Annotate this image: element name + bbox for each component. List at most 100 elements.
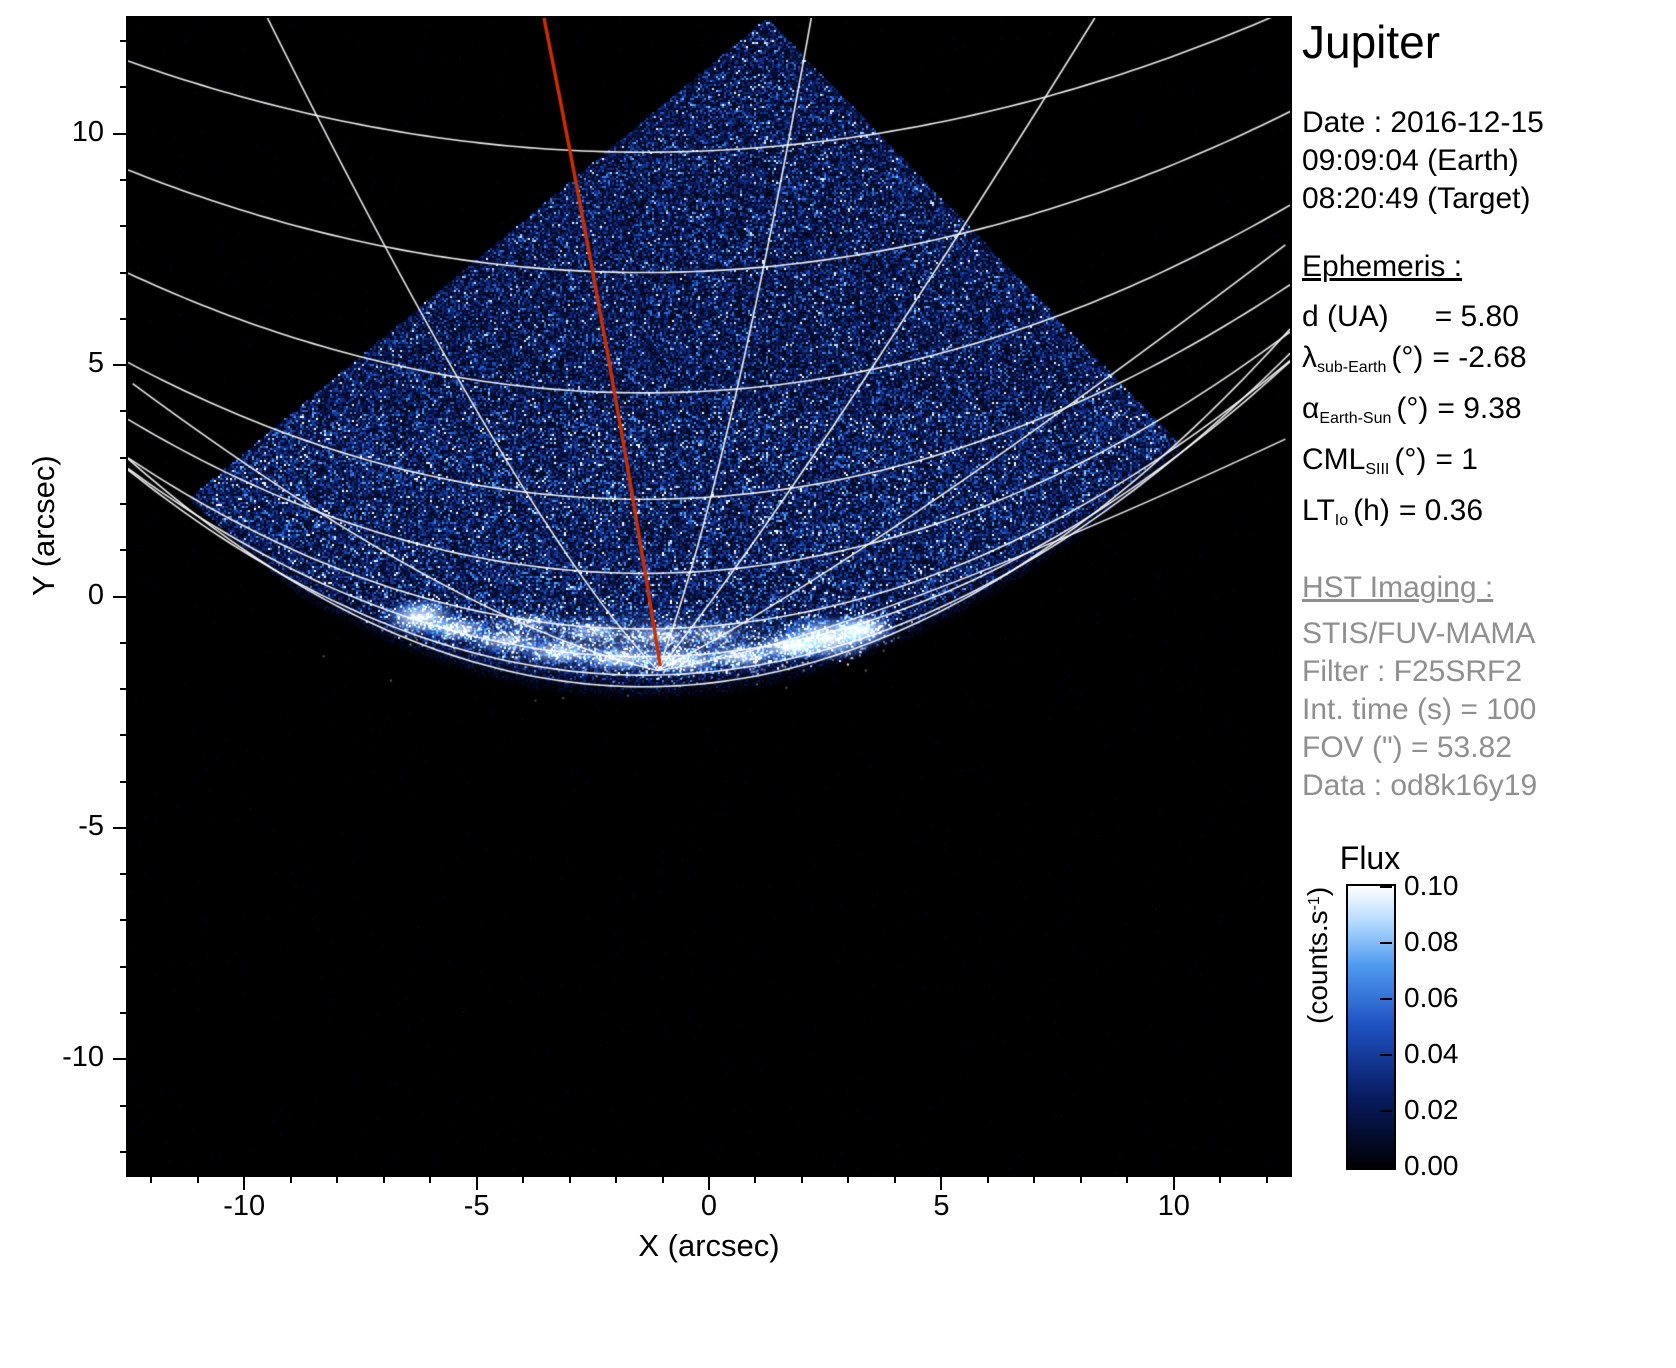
info-panel: Jupiter Date : 2016-12-15 09:09:04 (Eart… xyxy=(1302,16,1674,805)
y-tick-label: -10 xyxy=(0,1041,104,1074)
x-axis-minor-tick xyxy=(615,1177,617,1183)
eph-alpha-unit: (°) xyxy=(1396,392,1428,425)
x-axis-minor-tick xyxy=(662,1177,664,1183)
x-axis-minor-tick xyxy=(754,1177,756,1183)
x-axis-major-tick xyxy=(243,1177,245,1190)
y-axis-minor-tick xyxy=(120,318,126,320)
y-axis-major-tick xyxy=(113,827,126,829)
y-axis-major-tick xyxy=(113,596,126,598)
y-axis-minor-tick xyxy=(120,734,126,736)
y-tick-label: -5 xyxy=(0,810,104,843)
eph-lt-unit: (h) xyxy=(1353,494,1390,527)
eph-cml-unit: (°) xyxy=(1394,443,1426,476)
cb-unit-pre: (counts.s xyxy=(1302,910,1333,1024)
y-axis-major-tick xyxy=(113,133,126,135)
x-axis-minor-tick xyxy=(429,1177,431,1183)
eph-alpha-value: = 9.38 xyxy=(1437,392,1521,425)
y-axis-minor-tick xyxy=(120,549,126,551)
ephemeris-cml: CMLSIII (°) = 1 xyxy=(1302,439,1674,490)
jupiter-aurora-figure: X (arcsec) Y (arcsec) Jupiter Date : 201… xyxy=(0,0,1676,1368)
hst-data-id: Data : od8k16y19 xyxy=(1302,767,1674,805)
y-axis-minor-tick xyxy=(120,40,126,42)
x-tick-label: -10 xyxy=(199,1190,289,1223)
x-tick-label: 10 xyxy=(1129,1190,1219,1223)
colorbar-title: Flux xyxy=(1330,840,1410,877)
ephemeris-io-local-time: LTIo (h) = 0.36 xyxy=(1302,490,1674,541)
eph-lt-symbol: LT xyxy=(1302,494,1335,527)
eph-cml-symbol: CML xyxy=(1302,443,1365,476)
ephemeris-heading: Ephemeris : xyxy=(1302,250,1674,284)
colorbar-tick-label: 0.06 xyxy=(1404,982,1459,1014)
obs-date: Date : 2016-12-15 xyxy=(1302,104,1674,142)
x-axis-minor-tick xyxy=(569,1177,571,1183)
y-axis-minor-tick xyxy=(120,873,126,875)
colorbar-tick xyxy=(1380,1164,1392,1166)
colorbar-tick xyxy=(1380,942,1392,944)
hst-heading: HST Imaging : xyxy=(1302,569,1674,607)
hst-fov: FOV (") = 53.82 xyxy=(1302,729,1674,767)
x-axis-minor-tick xyxy=(1080,1177,1082,1183)
y-axis-minor-tick xyxy=(120,410,126,412)
x-axis-major-tick xyxy=(1173,1177,1175,1190)
y-axis-major-tick xyxy=(113,1058,126,1060)
y-axis-minor-tick xyxy=(120,272,126,274)
x-tick-label: 5 xyxy=(896,1190,986,1223)
y-axis-minor-tick xyxy=(120,688,126,690)
cb-unit-sup: -1 xyxy=(1306,896,1323,910)
eph-alpha-symbol: α xyxy=(1302,392,1319,425)
x-axis-minor-tick xyxy=(1033,1177,1035,1183)
y-axis-minor-tick xyxy=(120,457,126,459)
x-axis-major-tick xyxy=(708,1177,710,1190)
y-axis-minor-tick xyxy=(120,503,126,505)
x-axis-minor-tick xyxy=(1219,1177,1221,1183)
colorbar-gradient xyxy=(1346,884,1396,1170)
x-axis-minor-tick xyxy=(197,1177,199,1183)
eph-lambda-sub: sub-Earth xyxy=(1317,359,1386,376)
eph-lambda-value: = -2.68 xyxy=(1432,341,1526,374)
x-axis-minor-tick xyxy=(383,1177,385,1183)
observation-time-block: Date : 2016-12-15 09:09:04 (Earth) 08:20… xyxy=(1302,104,1674,218)
y-axis-minor-tick xyxy=(120,781,126,783)
y-axis-major-tick xyxy=(113,364,126,366)
colorbar-tick xyxy=(1380,1054,1392,1056)
x-axis-minor-tick xyxy=(290,1177,292,1183)
y-axis-minor-tick xyxy=(120,1151,126,1153)
hst-int-time: Int. time (s) = 100 xyxy=(1302,691,1674,729)
y-tick-label: 10 xyxy=(0,116,104,149)
x-axis-minor-tick xyxy=(1266,1177,1268,1183)
eph-cml-value: = 1 xyxy=(1435,443,1478,476)
x-tick-label: -5 xyxy=(432,1190,522,1223)
x-axis-minor-tick xyxy=(987,1177,989,1183)
x-axis-minor-tick xyxy=(894,1177,896,1183)
colorbar-tick-label: 0.08 xyxy=(1404,926,1459,958)
x-axis-minor-tick xyxy=(522,1177,524,1183)
x-axis-minor-tick xyxy=(847,1177,849,1183)
eph-cml-sub: SIII xyxy=(1365,461,1389,478)
eph-d-value: = 5.80 xyxy=(1435,300,1519,333)
x-axis-major-tick xyxy=(476,1177,478,1190)
y-axis-minor-tick xyxy=(120,179,126,181)
x-axis-minor-tick xyxy=(336,1177,338,1183)
cb-unit-post: ) xyxy=(1302,887,1333,896)
y-axis-minor-tick xyxy=(120,642,126,644)
y-axis-minor-tick xyxy=(120,86,126,88)
x-axis-minor-tick xyxy=(150,1177,152,1183)
target-name: Jupiter xyxy=(1302,16,1674,68)
x-axis-label: X (arcsec) xyxy=(128,1228,1290,1264)
colorbar-tick-label: 0.04 xyxy=(1404,1038,1459,1070)
y-axis-minor-tick xyxy=(120,919,126,921)
ephemeris-phase-angle: αEarth-Sun (°) = 9.38 xyxy=(1302,388,1674,439)
obs-target-time: 08:20:49 (Target) xyxy=(1302,180,1674,218)
eph-lt-sub: Io xyxy=(1335,512,1348,529)
plot-frame xyxy=(126,16,1292,1177)
x-axis-major-tick xyxy=(940,1177,942,1190)
ephemeris-sub-earth-latitude: λsub-Earth (°) = -2.68 xyxy=(1302,337,1674,388)
y-axis-minor-tick xyxy=(120,1012,126,1014)
x-axis-minor-tick xyxy=(1126,1177,1128,1183)
y-axis-minor-tick xyxy=(120,1105,126,1107)
y-tick-label: 5 xyxy=(0,347,104,380)
eph-alpha-sub: Earth-Sun xyxy=(1319,410,1391,427)
eph-d-name: d (UA) xyxy=(1302,300,1389,333)
fuv-image-canvas xyxy=(128,18,1290,1175)
x-axis-minor-tick xyxy=(801,1177,803,1183)
